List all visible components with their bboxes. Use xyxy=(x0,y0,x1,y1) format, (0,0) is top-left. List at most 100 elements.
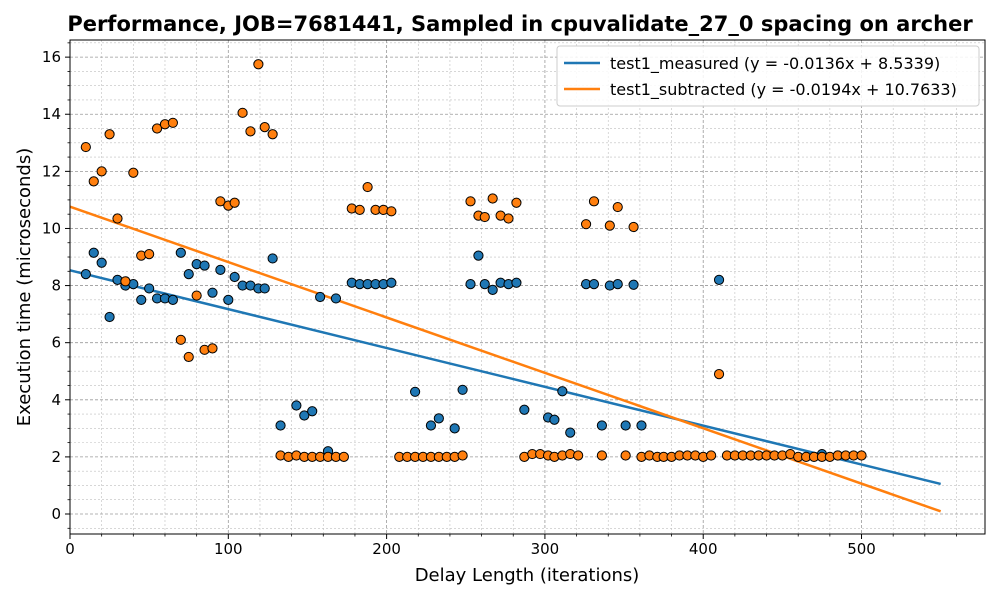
data-point-measured xyxy=(449,423,460,434)
data-point-subtracted xyxy=(267,129,278,140)
fit-line-layer xyxy=(69,205,942,513)
data-point-subtracted xyxy=(588,196,600,207)
data-point-measured xyxy=(465,279,476,290)
data-point-measured xyxy=(596,420,608,431)
x-axis-label: Delay Length (iterations) xyxy=(415,565,640,586)
data-point-subtracted xyxy=(215,196,226,207)
fit-line-measured xyxy=(69,269,941,486)
data-point-subtracted xyxy=(573,450,584,461)
y-tick-label: 10 xyxy=(42,219,61,237)
data-point-subtracted xyxy=(465,196,476,207)
data-point-measured xyxy=(636,420,647,431)
data-point-measured xyxy=(519,404,530,415)
data-point-measured xyxy=(588,279,600,290)
data-point-measured xyxy=(473,250,484,261)
x-tick-label: 100 xyxy=(214,540,243,558)
data-point-measured xyxy=(620,420,631,431)
data-point-measured xyxy=(183,269,194,280)
data-point-subtracted xyxy=(253,59,264,70)
chart-title: Performance, JOB=7681441, Sampled in cpu… xyxy=(67,12,973,36)
data-point-subtracted xyxy=(96,166,107,177)
data-point-subtracted xyxy=(620,450,631,461)
data-point-measured xyxy=(223,294,234,305)
data-point-subtracted xyxy=(487,193,498,204)
data-point-subtracted xyxy=(144,249,155,260)
data-point-subtracted xyxy=(338,451,349,463)
y-axis-label: Execution time (microseconds) xyxy=(14,148,35,427)
data-point-subtracted xyxy=(151,123,163,134)
data-point-layer xyxy=(80,59,867,463)
data-point-measured xyxy=(229,271,240,283)
data-point-subtracted xyxy=(604,220,615,231)
y-tick-label: 16 xyxy=(42,48,61,66)
data-point-measured xyxy=(167,294,178,305)
data-point-measured xyxy=(487,284,498,295)
data-point-measured xyxy=(425,420,437,431)
fit-line-subtracted xyxy=(69,205,942,513)
x-tick-label: 0 xyxy=(65,540,75,558)
data-point-measured xyxy=(511,277,522,288)
data-point-subtracted xyxy=(511,197,522,208)
data-point-subtracted xyxy=(706,450,717,461)
legend-label-subtracted: test1_subtracted (y = -0.0194x + 10.7633… xyxy=(610,80,957,100)
data-point-subtracted xyxy=(856,450,867,461)
axis-tick-layer: 0 100 200 300 400 500 0 2 4 6 8 10 12 14 16 xyxy=(42,42,957,558)
chart-legend: test1_measured (y = -0.0136x + 8.5339) t… xyxy=(556,45,980,107)
data-point-measured xyxy=(96,257,107,268)
data-point-measured xyxy=(104,311,115,323)
data-point-subtracted xyxy=(80,141,91,153)
data-point-measured xyxy=(315,291,326,303)
data-point-subtracted xyxy=(191,290,202,301)
data-point-measured xyxy=(267,253,278,264)
data-point-subtracted xyxy=(183,351,194,363)
data-point-measured xyxy=(80,269,91,280)
data-point-measured xyxy=(88,247,99,258)
data-point-measured xyxy=(612,279,623,290)
data-point-measured xyxy=(136,294,147,305)
data-point-subtracted xyxy=(580,219,592,230)
x-tick-label: 300 xyxy=(531,540,560,558)
data-point-subtracted xyxy=(245,126,256,137)
data-point-measured xyxy=(713,274,725,285)
data-point-subtracted xyxy=(259,121,270,133)
data-point-subtracted xyxy=(713,368,725,380)
y-tick-label: 6 xyxy=(51,334,61,352)
data-point-measured xyxy=(199,260,210,271)
data-point-subtracted xyxy=(120,276,131,287)
data-point-measured xyxy=(433,413,444,424)
data-point-measured xyxy=(457,384,468,395)
data-point-subtracted xyxy=(88,176,99,187)
legend-label-measured: test1_measured (y = -0.0136x + 8.5339) xyxy=(610,54,940,74)
y-tick-label: 8 xyxy=(51,277,61,295)
data-point-measured xyxy=(330,293,342,304)
data-point-subtracted xyxy=(128,167,139,178)
data-point-measured xyxy=(144,283,155,294)
x-tick-label: 500 xyxy=(847,540,876,558)
x-tick-label: 400 xyxy=(689,540,718,558)
data-point-measured xyxy=(175,247,186,258)
data-point-measured xyxy=(291,400,302,411)
data-point-measured xyxy=(549,414,560,425)
data-point-subtracted xyxy=(612,201,623,213)
plot-area-frame xyxy=(69,39,986,535)
data-point-measured xyxy=(479,279,490,290)
data-point-measured xyxy=(386,277,397,288)
y-tick-label: 2 xyxy=(51,448,61,466)
data-point-subtracted xyxy=(457,450,468,461)
data-point-subtracted xyxy=(386,206,397,217)
data-point-measured xyxy=(299,410,310,421)
data-point-subtracted xyxy=(503,213,514,224)
y-tick-label: 14 xyxy=(42,105,61,123)
data-point-subtracted xyxy=(354,204,365,216)
data-point-subtracted xyxy=(112,213,123,224)
data-point-subtracted xyxy=(104,129,115,140)
data-point-measured xyxy=(307,406,318,417)
y-tick-label: 4 xyxy=(51,391,61,409)
data-point-subtracted xyxy=(207,343,218,354)
data-point-subtracted xyxy=(237,107,248,118)
legend-box xyxy=(556,45,980,107)
data-point-measured xyxy=(557,386,568,397)
data-point-measured xyxy=(628,279,639,290)
